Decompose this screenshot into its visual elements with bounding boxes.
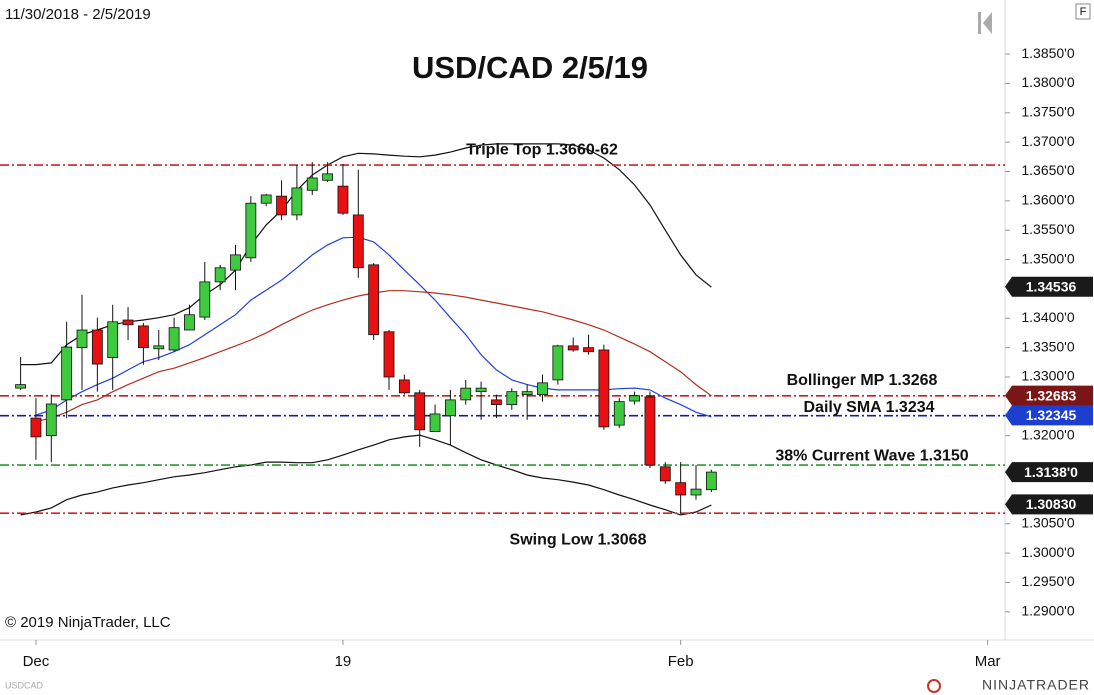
y-tick-label: 1.2900'0	[1021, 603, 1074, 619]
candle-body	[15, 384, 27, 389]
level-label: Daily SMA 1.3234	[803, 399, 934, 416]
indicator-line	[20, 143, 712, 366]
level-label: Swing Low 1.3068	[510, 531, 647, 548]
level-label: 38% Current Wave 1.3150	[775, 447, 968, 464]
indicator-line	[20, 434, 712, 516]
y-tick-label: 1.3600'0	[1021, 192, 1074, 208]
candle-body	[122, 319, 134, 326]
candle-body	[230, 254, 241, 271]
y-tick-label: 1.3300'0	[1021, 368, 1074, 384]
candle-body	[552, 345, 564, 381]
candle-body	[137, 325, 149, 349]
copyright: © 2019 NinjaTrader, LLC	[5, 614, 171, 631]
candle-body	[276, 195, 287, 216]
candle-body	[644, 396, 656, 466]
x-tick-label: Mar	[975, 653, 1001, 670]
y-tick-label: 1.3800'0	[1021, 74, 1074, 90]
y-tick-label: 1.3200'0	[1021, 426, 1074, 442]
logo-icon	[927, 679, 941, 693]
candle-body	[214, 267, 226, 283]
price-badge-label: 1.32345	[1026, 407, 1077, 423]
candle-body	[598, 349, 610, 428]
price-badge-label: 1.30830	[1026, 496, 1077, 512]
price-badge	[1005, 276, 1093, 297]
y-tick-label: 1.3750'0	[1021, 103, 1074, 119]
y-tick-label: 1.3400'0	[1021, 309, 1074, 325]
candle-body	[383, 331, 395, 378]
y-tick-label: 1.3850'0	[1021, 45, 1074, 61]
candle-body	[91, 329, 103, 365]
candle-body	[76, 329, 88, 349]
candle-body	[245, 202, 257, 259]
candle-body	[45, 403, 57, 437]
candle-body	[322, 173, 334, 181]
candle-body	[506, 391, 518, 405]
candle-body	[690, 488, 702, 496]
price-badge	[1005, 405, 1093, 426]
candle-body	[491, 399, 502, 405]
candle-body	[414, 392, 426, 431]
candle-body	[460, 387, 472, 401]
candle-body	[537, 382, 548, 395]
corner-button[interactable]: F	[1080, 6, 1087, 18]
level-label: Triple Top 1.3660-62	[466, 141, 618, 158]
y-tick-label: 1.3650'0	[1021, 162, 1074, 178]
candle-body	[107, 321, 119, 359]
candle-body	[306, 177, 318, 191]
price-badge-label: 1.34536	[1026, 279, 1077, 295]
chart-title: USD/CAD 2/5/19	[412, 50, 648, 85]
candle-body	[260, 194, 272, 204]
candle-body	[368, 264, 380, 336]
candle-body	[398, 379, 410, 394]
symbol: USDCAD	[5, 680, 44, 690]
candle-body	[475, 387, 487, 393]
y-tick-label: 1.2950'0	[1021, 573, 1074, 589]
level-label: Bollinger MP 1.3268	[787, 372, 938, 389]
candle-body	[659, 466, 671, 482]
scroll-bar	[978, 12, 981, 34]
candle-body	[184, 314, 195, 331]
y-tick-label: 1.3550'0	[1021, 221, 1074, 237]
candle-body	[629, 395, 640, 402]
candle-body	[705, 471, 717, 491]
corner-button-box[interactable]	[1075, 3, 1091, 20]
scroll-icon[interactable]	[978, 12, 992, 34]
price-badge	[1005, 385, 1093, 406]
price-badge	[1005, 494, 1093, 515]
candle-body	[675, 482, 687, 496]
date-range: 11/30/2018 - 2/5/2019	[5, 6, 151, 23]
candle-body	[583, 347, 594, 353]
candle-body	[337, 185, 349, 214]
y-tick-label: 1.3000'0	[1021, 544, 1074, 560]
candle-body	[567, 345, 579, 351]
candle-body	[291, 187, 303, 216]
price-badge-label: 1.3138'0	[1024, 464, 1078, 480]
candle-body	[444, 399, 456, 417]
candle-body	[352, 214, 364, 269]
candle-body	[168, 327, 180, 351]
x-tick-label: Dec	[23, 653, 50, 670]
price-badge	[1005, 462, 1093, 483]
y-tick-label: 1.3700'0	[1021, 133, 1074, 149]
candle-body	[613, 401, 625, 426]
y-tick-label: 1.3050'0	[1021, 514, 1074, 530]
candle-body	[521, 391, 533, 395]
y-tick-label: 1.3350'0	[1021, 338, 1074, 354]
price-badge-label: 1.32683	[1026, 387, 1077, 403]
y-tick-label: 1.3500'0	[1021, 250, 1074, 266]
x-tick-label: 19	[335, 653, 352, 670]
candle-body	[61, 346, 73, 401]
candle-body	[30, 417, 42, 438]
scroll-arrow	[983, 12, 992, 34]
x-tick-label: Feb	[668, 653, 694, 670]
candle-body	[429, 413, 441, 432]
logo: NINJATRADER	[982, 677, 1090, 693]
candle-body	[153, 345, 165, 350]
candle-body	[199, 281, 211, 318]
